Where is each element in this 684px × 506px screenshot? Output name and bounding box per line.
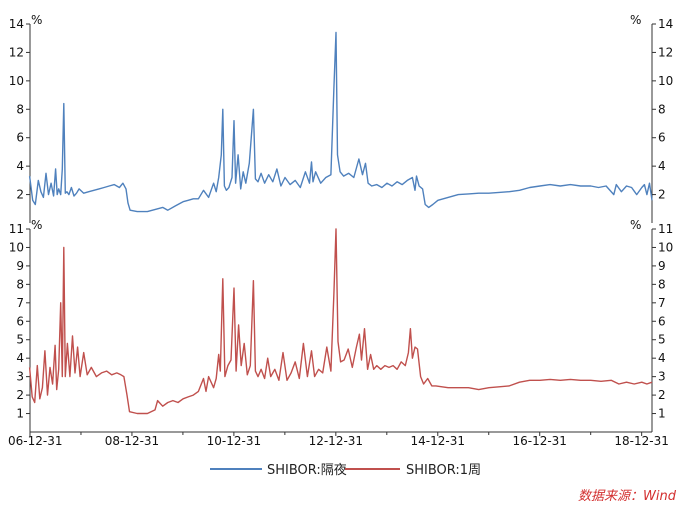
y-tick-label-left: 7: [16, 296, 24, 310]
x-tick-label: 06-12-31: [8, 434, 62, 448]
x-tick-label: 16-12-31: [512, 434, 566, 448]
source-note: 数据来源：Wind: [578, 489, 677, 504]
y-tick-label-right: 8: [658, 102, 666, 116]
left-unit-label: %: [31, 218, 42, 232]
y-tick-label-left: 6: [16, 131, 24, 145]
y-tick-label-right: 10: [658, 240, 673, 254]
x-tick-label: 12-12-31: [309, 434, 363, 448]
y-tick-label-right: 10: [658, 74, 673, 88]
y-tick-label-right: 6: [658, 131, 666, 145]
y-tick-label-left: 14: [9, 17, 24, 31]
y-tick-label-left: 4: [16, 159, 24, 173]
y-tick-label-right: 8: [658, 277, 666, 291]
y-tick-label-left: 4: [16, 351, 24, 365]
y-tick-label-right: 12: [658, 45, 673, 59]
y-tick-label-right: 2: [658, 388, 666, 402]
right-unit-label: %: [630, 13, 641, 27]
y-tick-label-right: 1: [658, 407, 666, 421]
y-tick-label-left: 12: [9, 45, 24, 59]
y-tick-label-left: 1: [16, 407, 24, 421]
y-tick-label-right: 3: [658, 370, 666, 384]
y-tick-label-left: 3: [16, 370, 24, 384]
y-tick-label-right: 7: [658, 296, 666, 310]
series-line-one-week: [28, 228, 653, 415]
y-tick-label-left: 11: [9, 222, 24, 236]
x-tick-label: 14-12-31: [411, 434, 465, 448]
y-tick-label-left: 8: [16, 277, 24, 291]
y-tick-label-right: 2: [658, 188, 666, 202]
legend-label-one-week: SHIBOR:1周: [406, 463, 481, 478]
right-unit-label: %: [630, 218, 641, 232]
x-tick-label: 08-12-31: [105, 434, 159, 448]
y-tick-label-left: 10: [9, 240, 24, 254]
y-tick-label-right: 11: [658, 222, 673, 236]
y-tick-label-left: 5: [16, 333, 24, 347]
x-axis: 06-12-31 08-12-31 10-12-31 12-12-31 14-12-31…: [8, 431, 669, 448]
y-tick-label-right: 4: [658, 159, 666, 173]
y-tick-label-left: 10: [9, 74, 24, 88]
y-tick-label-right: 14: [658, 17, 673, 31]
legend-label-overnight: SHIBOR:隔夜: [267, 463, 347, 478]
legend: SHIBOR:隔夜 SHIBOR:1周: [210, 463, 481, 478]
y-tick-label-left: 9: [16, 259, 24, 273]
series-line-overnight: [28, 31, 653, 213]
y-tick-label-left: 2: [16, 388, 24, 402]
panel-overnight: % % 2 2 4 4 6 6 8 8 10 10 12 12 14 14: [9, 13, 673, 223]
x-tick-label: 18-12-31: [614, 434, 668, 448]
y-tick-label-left: 2: [16, 188, 24, 202]
y-tick-label-left: 6: [16, 314, 24, 328]
y-tick-label-left: 8: [16, 102, 24, 116]
y-tick-label-right: 9: [658, 259, 666, 273]
y-tick-label-right: 4: [658, 351, 666, 365]
y-tick-label-right: 5: [658, 333, 666, 347]
y-tick-label-right: 6: [658, 314, 666, 328]
x-tick-label: 10-12-31: [207, 434, 261, 448]
left-unit-label: %: [31, 13, 42, 27]
